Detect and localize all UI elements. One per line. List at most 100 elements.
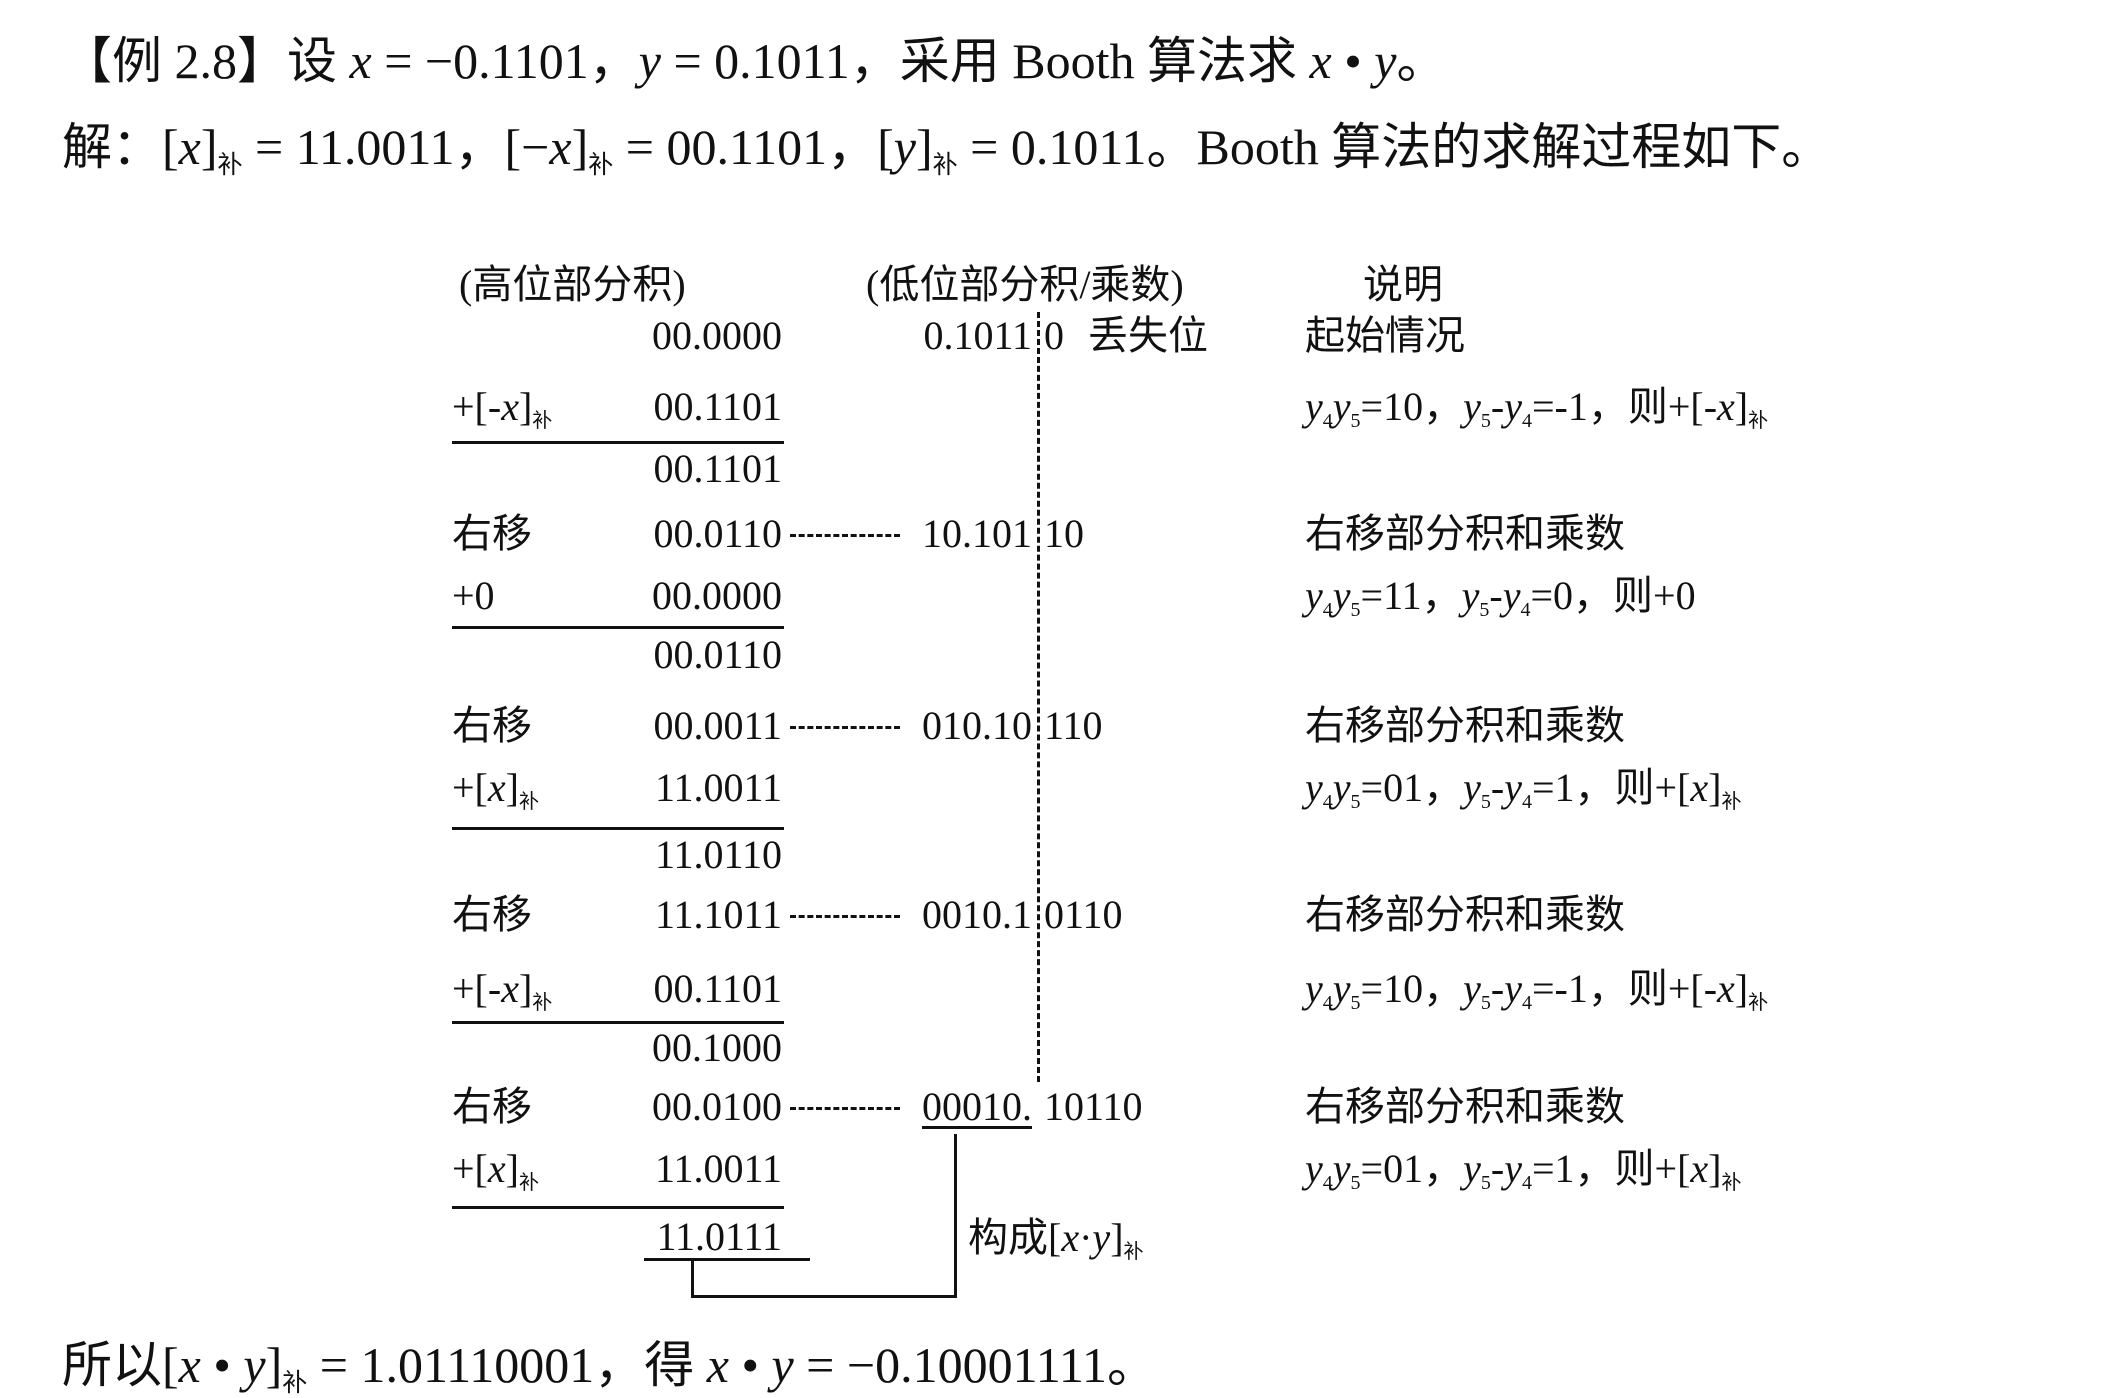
variable-text: y bbox=[1332, 765, 1351, 810]
text-segment: =11， bbox=[1360, 573, 1462, 618]
sum-rule bbox=[452, 441, 784, 444]
variable-text: x bbox=[1717, 966, 1735, 1011]
text-segment: • bbox=[200, 1337, 244, 1393]
text-segment: = 00.1101，[ bbox=[613, 119, 894, 175]
text-segment: =10， bbox=[1360, 384, 1464, 429]
variable-text: y bbox=[1305, 765, 1323, 810]
text-segment: = 11.0011，[− bbox=[242, 119, 550, 175]
variable-text: y bbox=[1463, 1146, 1481, 1191]
variable-text: y bbox=[1332, 1146, 1351, 1191]
text-segment: ] bbox=[265, 1337, 283, 1393]
subscript-text: 补 bbox=[1721, 791, 1742, 813]
bracket-bottom bbox=[691, 1295, 957, 1298]
subscript-text: 5 bbox=[1479, 599, 1490, 621]
subscript-text: 4 bbox=[1521, 791, 1532, 813]
subscript-text: 4 bbox=[1322, 791, 1333, 813]
text-segment: 右移部分积和乘数 bbox=[1305, 1084, 1625, 1129]
header-description: 说明 bbox=[1363, 262, 1443, 307]
subscript-text: 补 bbox=[1748, 992, 1769, 1014]
text-segment: • bbox=[1331, 33, 1375, 89]
text-segment: +0 bbox=[452, 573, 495, 618]
text-segment: ] bbox=[1734, 966, 1749, 1011]
variable-text: y bbox=[1504, 765, 1522, 810]
high-partial-product: 00.1000 bbox=[652, 1025, 782, 1070]
high-partial-product: 00.1101 bbox=[653, 446, 782, 491]
text-segment: · bbox=[1079, 1215, 1093, 1260]
bracket-left bbox=[691, 1258, 694, 1298]
subscript-text: 4 bbox=[1322, 1172, 1333, 1194]
text-segment: =-1，则+[- bbox=[1531, 384, 1718, 429]
high-partial-product: 11.0011 bbox=[654, 1146, 782, 1191]
multiplier-bits: 110 bbox=[1044, 703, 1103, 748]
subscript-text: 补 bbox=[588, 151, 614, 179]
subscript-text: 4 bbox=[1322, 410, 1333, 432]
variable-text: y bbox=[1504, 1146, 1522, 1191]
text-segment: 右移部分积和乘数 bbox=[1305, 703, 1625, 748]
text-segment: =-1，则+[- bbox=[1531, 966, 1718, 1011]
variable-text: x bbox=[1690, 1146, 1709, 1191]
subscript-text: 4 bbox=[1322, 599, 1333, 621]
variable-text: x bbox=[487, 765, 506, 810]
subscript-text: 5 bbox=[1480, 410, 1491, 432]
variable-text: x bbox=[501, 384, 519, 429]
text-segment: 解：[ bbox=[62, 119, 179, 175]
text-segment: ] bbox=[505, 765, 519, 810]
variable-text: y bbox=[1332, 573, 1351, 618]
variable-text: y bbox=[1502, 573, 1521, 618]
step-description: y4y5=11，y5-y4=0，则+0 bbox=[1305, 573, 1696, 621]
high-partial-product: 11.0011 bbox=[654, 765, 782, 810]
text-segment: ] bbox=[571, 119, 589, 175]
variable-text: y bbox=[1305, 384, 1323, 429]
text-segment: ] bbox=[200, 119, 218, 175]
step-description: y4y5=10，y5-y4=-1，则+[-x]补 bbox=[1305, 966, 1769, 1014]
text-segment: = 0.1011，采用 Booth 算法求 bbox=[660, 33, 1310, 89]
sum-rule bbox=[452, 1206, 784, 1209]
text-segment: = −0.10001111。 bbox=[793, 1337, 1158, 1393]
variable-text: x bbox=[706, 1337, 729, 1393]
subscript-text: 4 bbox=[1322, 992, 1333, 1014]
subscript-text: 4 bbox=[1520, 599, 1531, 621]
text-segment: = 1.01110001，得 bbox=[307, 1337, 707, 1393]
variable-text: y bbox=[1463, 384, 1481, 429]
subscript-text: 补 bbox=[532, 992, 553, 1014]
text-segment: = 0.1011。Booth 算法的求解过程如下。 bbox=[957, 119, 1832, 175]
text-segment: =01， bbox=[1360, 765, 1464, 810]
subscript-text: 4 bbox=[1521, 1172, 1532, 1194]
text-segment: 【例 2.8】设 bbox=[62, 33, 350, 89]
text-segment: +[ bbox=[452, 765, 488, 810]
text-segment: - bbox=[1489, 573, 1503, 618]
subscript-text: 补 bbox=[1123, 1241, 1144, 1263]
text-segment: =01， bbox=[1360, 1146, 1464, 1191]
variable-text: x bbox=[1717, 384, 1735, 429]
shift-connector bbox=[790, 1107, 900, 1110]
step-description: y4y5=01，y5-y4=1，则+[x]补 bbox=[1305, 1146, 1741, 1194]
text-segment: ] bbox=[1110, 1215, 1124, 1260]
step-label: +[-x]补 bbox=[452, 969, 553, 1014]
text-segment: =1，则+[ bbox=[1531, 765, 1691, 810]
variable-text: y bbox=[1463, 966, 1481, 1011]
sum-rule bbox=[452, 827, 784, 830]
variable-text: y bbox=[638, 33, 661, 89]
lost-bit-note: 丢失位 bbox=[1088, 313, 1208, 358]
text-segment: 构成[ bbox=[968, 1215, 1062, 1260]
subscript-text: 补 bbox=[532, 410, 553, 432]
text-segment: 所以[ bbox=[62, 1337, 179, 1393]
variable-text: y bbox=[1305, 573, 1323, 618]
low-partial-product: 00010. bbox=[922, 1084, 1032, 1129]
separator-dashed-line bbox=[1037, 312, 1040, 1082]
subscript-text: 5 bbox=[1350, 410, 1361, 432]
step-label: 右移 bbox=[452, 514, 532, 554]
high-partial-product: 00.1101 bbox=[653, 966, 782, 1011]
text-segment: =0，则+0 bbox=[1530, 573, 1696, 618]
step-label: 右移 bbox=[452, 706, 532, 746]
subscript-text: 补 bbox=[518, 1172, 539, 1194]
header-high-partial-product: (高位部分积) bbox=[459, 262, 686, 307]
step-label: +[x]补 bbox=[452, 1146, 539, 1194]
variable-text: y bbox=[1332, 384, 1351, 429]
variable-text: y bbox=[893, 119, 916, 175]
variable-text: x bbox=[487, 1146, 506, 1191]
low-partial-product: 010.10 bbox=[922, 703, 1032, 748]
variable-text: y bbox=[771, 1337, 794, 1393]
subscript-text: 5 bbox=[1350, 791, 1361, 813]
multiplier-bits: 0110 bbox=[1044, 892, 1123, 937]
